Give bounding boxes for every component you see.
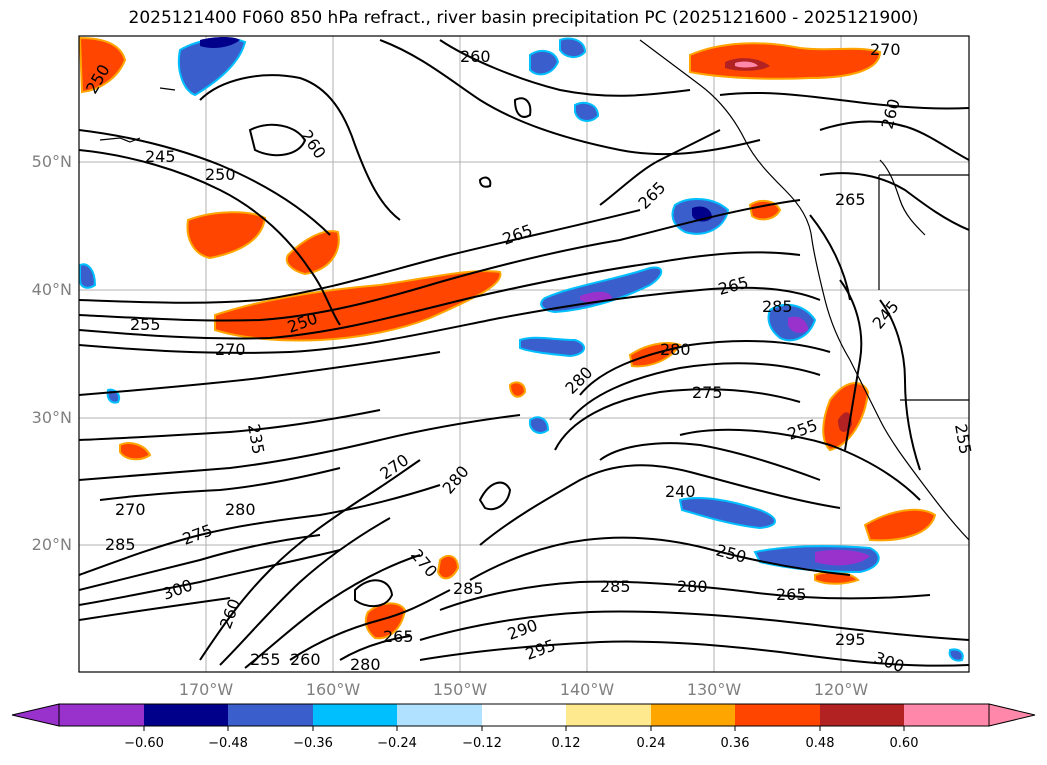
colorbar-outline bbox=[58, 703, 990, 727]
contour-label: 295 bbox=[835, 630, 866, 649]
colorbar-bin bbox=[59, 704, 144, 726]
colorbar-ticks bbox=[143, 726, 905, 731]
contour-label: 255 bbox=[250, 650, 281, 669]
lat-label-20n: 20°N bbox=[31, 535, 72, 554]
graticule bbox=[79, 36, 969, 672]
coastline bbox=[99, 39, 969, 541]
colorbar bbox=[11, 703, 1036, 731]
contour-label: 285 bbox=[762, 297, 793, 316]
lon-label-160w: 160°W bbox=[305, 680, 361, 699]
contour-label: 260 bbox=[290, 650, 321, 669]
contour-label: 265 bbox=[776, 585, 807, 604]
colorbar-tick-label: −0.36 bbox=[293, 736, 333, 751]
colorbar-bin bbox=[651, 704, 735, 726]
lon-label-170w: 170°W bbox=[178, 680, 234, 699]
colorbar-bin bbox=[820, 704, 904, 726]
lat-label-30n: 30°N bbox=[31, 408, 72, 427]
figure-title: 2025121400 F060 850 hPa refract., river … bbox=[128, 8, 919, 28]
refractivity-contours bbox=[79, 39, 969, 669]
colorbar-tick-label: −0.60 bbox=[124, 736, 164, 751]
colorbar-bin bbox=[482, 704, 566, 726]
colorbar-tick-label: −0.24 bbox=[377, 736, 417, 751]
colorbar-bin bbox=[566, 704, 651, 726]
lon-label-140w: 140°W bbox=[559, 680, 615, 699]
contour-label: 280 bbox=[225, 500, 256, 519]
lat-label-50n: 50°N bbox=[31, 152, 72, 171]
map-frame bbox=[78, 35, 970, 673]
contour-label: 265 bbox=[835, 190, 866, 209]
lat-label-40n: 40°N bbox=[31, 280, 72, 299]
lon-label-120w: 120°W bbox=[813, 680, 869, 699]
contour-label: 240 bbox=[665, 482, 696, 501]
colorbar-bin bbox=[313, 704, 397, 726]
colorbar-extend-low bbox=[11, 703, 60, 727]
contour-label: 285 bbox=[600, 577, 631, 596]
contour-label: 265 bbox=[383, 627, 414, 646]
colorbar-bin bbox=[397, 704, 482, 726]
contour-label: 285 bbox=[453, 579, 484, 598]
contour-label: 280 bbox=[350, 655, 381, 674]
colorbar-bin bbox=[228, 704, 313, 726]
contour-label: 250 bbox=[205, 165, 236, 184]
colorbar-tick-label: 0.36 bbox=[720, 736, 750, 751]
contour-label: 270 bbox=[215, 340, 246, 359]
contour-label: 270 bbox=[115, 500, 146, 519]
colorbar-tick-label: −0.48 bbox=[208, 736, 248, 751]
contour-label: 275 bbox=[692, 383, 723, 402]
contour-label: 270 bbox=[870, 40, 901, 59]
contour-label: 245 bbox=[145, 147, 176, 166]
colorbar-tick-label: 0.48 bbox=[805, 736, 835, 751]
colorbar-tick-label: 0.60 bbox=[889, 736, 919, 751]
colorbar-bin bbox=[144, 704, 228, 726]
precip-positive-areas bbox=[79, 36, 937, 640]
lon-label-130w: 130°W bbox=[686, 680, 742, 699]
contour-label: 260 bbox=[460, 47, 491, 66]
contour-label: 255 bbox=[130, 315, 161, 334]
colorbar-bin bbox=[904, 704, 989, 726]
contour-label: 280 bbox=[660, 340, 691, 359]
colorbar-extend-high bbox=[988, 703, 1036, 727]
contour-label: 285 bbox=[105, 535, 136, 554]
colorbar-tick-label: 0.24 bbox=[636, 736, 666, 751]
colorbar-bin bbox=[735, 704, 820, 726]
colorbar-tick-label: −0.12 bbox=[462, 736, 502, 751]
colorbar-tick-label: 0.12 bbox=[551, 736, 581, 751]
lon-label-150w: 150°W bbox=[432, 680, 488, 699]
contour-label: 280 bbox=[677, 577, 708, 596]
